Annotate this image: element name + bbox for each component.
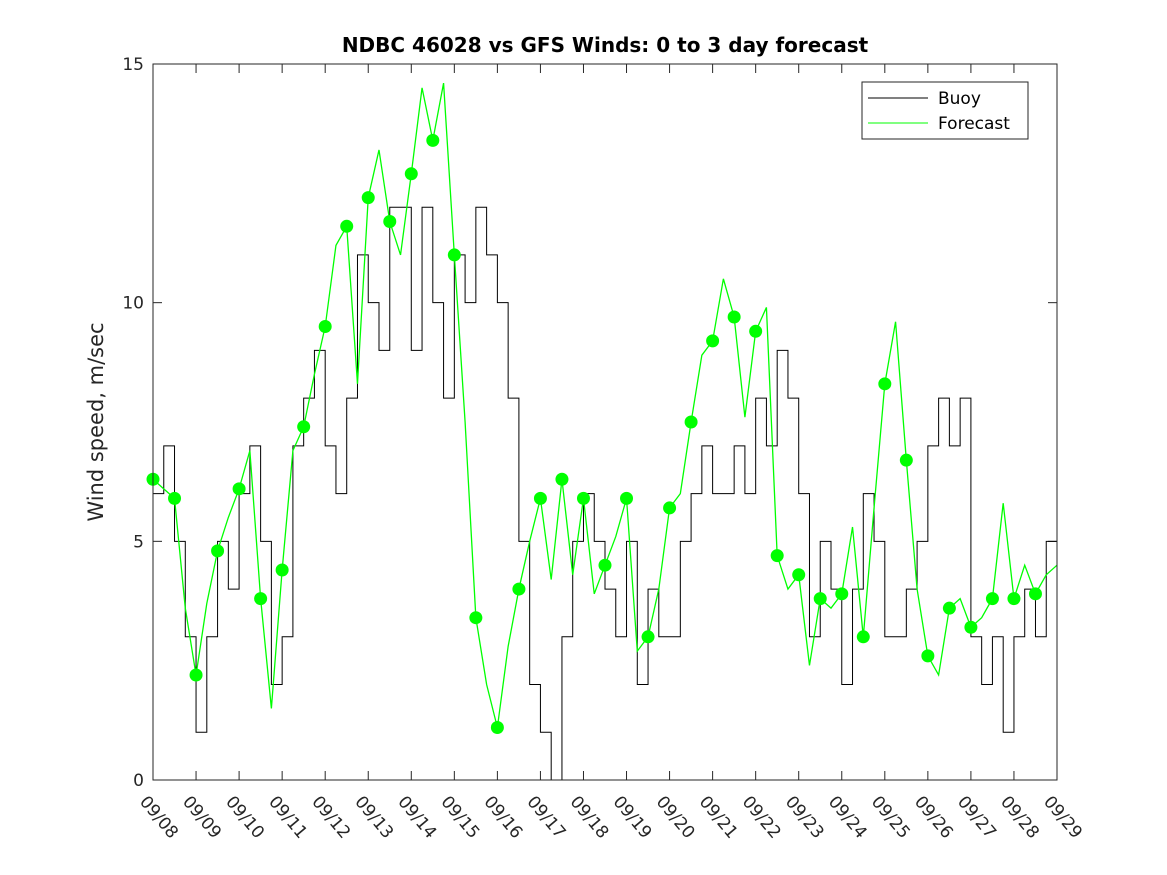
forecast-point (706, 334, 720, 348)
forecast-point (189, 668, 203, 682)
forecast-point (727, 310, 741, 324)
forecast-point (598, 558, 612, 572)
legend: Buoy Forecast (861, 81, 1029, 140)
forecast-point (770, 549, 784, 563)
legend-box (861, 81, 1029, 140)
forecast-point (469, 611, 483, 625)
forecast-point (447, 248, 461, 262)
forecast-point (555, 472, 569, 486)
forecast-point (749, 324, 763, 338)
forecast-point (878, 377, 892, 391)
forecast-point (1028, 587, 1042, 601)
forecast-point (232, 482, 246, 496)
forecast-point (684, 415, 698, 429)
forecast-point (964, 620, 978, 634)
forecast-point (426, 133, 440, 147)
forecast-point (813, 592, 827, 606)
forecast-point (985, 592, 999, 606)
forecast-marker-layer (146, 133, 1042, 734)
plot-frame (152, 63, 1058, 781)
forecast-point (663, 501, 677, 515)
forecast-point (275, 563, 289, 577)
forecast-point (404, 167, 418, 181)
forecast-point (318, 320, 332, 334)
forecast-point (792, 568, 806, 582)
y-tick-label: 15 (122, 55, 144, 75)
forecast-point (899, 453, 913, 467)
forecast-point (921, 649, 935, 663)
y-tick-label: 5 (133, 532, 144, 552)
forecast-point (254, 592, 268, 606)
forecast-point (942, 601, 956, 615)
y-axis-label: Wind speed, m/sec (84, 322, 108, 521)
chart-title: NDBC 46028 vs GFS Winds: 0 to 3 day fore… (342, 33, 869, 57)
y-tick-label: 10 (122, 294, 144, 314)
forecast-point (512, 582, 526, 596)
forecast-point (620, 491, 634, 505)
forecast-point (361, 191, 375, 205)
forecast-point (856, 630, 870, 644)
plot-area (153, 64, 1057, 780)
forecast-point (641, 630, 655, 644)
forecast-point (576, 491, 590, 505)
forecast-point (490, 720, 504, 734)
forecast-point (533, 491, 547, 505)
forecast-point (340, 219, 354, 233)
forecast-point (168, 491, 182, 505)
y-tick-label: 0 (133, 771, 144, 791)
forecast-point (835, 587, 849, 601)
legend-buoy-label: Buoy (938, 89, 981, 109)
forecast-point (383, 215, 397, 229)
forecast-point (297, 420, 311, 434)
forecast-point (211, 544, 225, 558)
legend-forecast-label: Forecast (938, 114, 1010, 134)
forecast-point (1007, 592, 1021, 606)
